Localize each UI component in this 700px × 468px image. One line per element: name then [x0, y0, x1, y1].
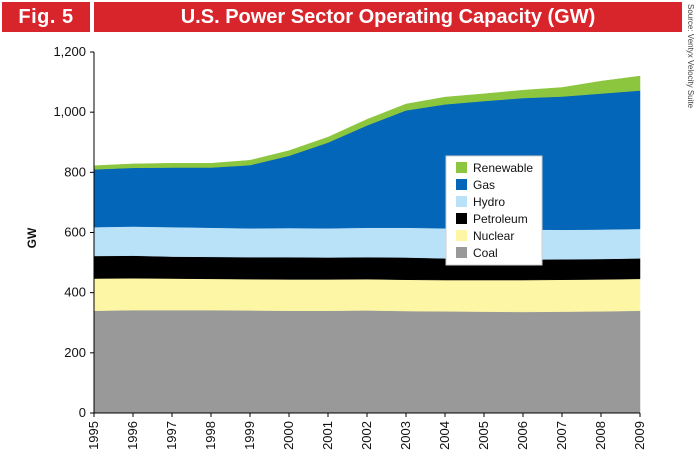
- x-tick-label: 1999: [242, 421, 257, 450]
- x-tick-label: 1996: [125, 421, 140, 450]
- area-coal: [93, 309, 641, 414]
- x-tick-label: 2004: [437, 421, 452, 450]
- x-tick-label: 2007: [554, 421, 569, 450]
- y-tick-label: 800: [64, 164, 86, 179]
- area-nuclear: [93, 277, 641, 313]
- y-tick-label: 200: [64, 345, 86, 360]
- legend-label-petroleum: Petroleum: [473, 212, 528, 226]
- x-tick-label: 2000: [281, 421, 296, 450]
- y-axis-label: GW: [25, 227, 39, 248]
- y-tick-label: 1,200: [53, 44, 86, 59]
- legend-swatch-petroleum: [456, 213, 467, 224]
- y-tick-label: 400: [64, 285, 86, 300]
- x-tick-label: 2008: [593, 421, 608, 450]
- legend-label-renewable: Renewable: [473, 161, 533, 175]
- x-tick-label: 2005: [476, 421, 491, 450]
- y-tick-label: 600: [64, 225, 86, 240]
- legend: Renewable Gas Hydro Petroleum Nuclear Coal: [445, 155, 543, 266]
- legend-label-coal: Coal: [473, 246, 498, 260]
- y-tick-label: 1,000: [53, 104, 86, 119]
- area-renewable: [93, 75, 641, 170]
- x-tick-label: 1998: [203, 421, 218, 450]
- y-ticks: 0 200 400 600 800 1,000 1,200: [53, 44, 94, 420]
- x-ticks: 1995 1996 1997 1998 1999 2000 2001 2002 2003 2004…: [86, 413, 647, 450]
- legend-swatch-coal: [456, 247, 467, 258]
- x-tick-label: 1997: [164, 421, 179, 450]
- chart-title: U.S. Power Sector Operating Capacity (GW…: [94, 2, 682, 32]
- legend-label-nuclear: Nuclear: [473, 229, 514, 243]
- x-tick-label: 2009: [632, 421, 647, 450]
- area-hydro: [93, 226, 641, 260]
- x-tick-label: 2003: [398, 421, 413, 450]
- legend-box: [445, 155, 543, 266]
- x-tick-label: 2001: [320, 421, 335, 450]
- legend-label-gas: Gas: [473, 178, 495, 192]
- y-tick-label: 0: [79, 405, 86, 420]
- legend-swatch-nuclear: [456, 230, 467, 241]
- x-tick-label: 1995: [86, 421, 101, 450]
- legend-label-hydro: Hydro: [473, 195, 505, 209]
- legend-swatch-hydro: [456, 196, 467, 207]
- figure-label: Fig. 5: [2, 2, 90, 32]
- x-tick-label: 2002: [359, 421, 374, 450]
- source-note: Source: Ventyx Velocity Suite: [686, 4, 695, 109]
- legend-swatch-renewable: [456, 162, 467, 173]
- x-tick-label: 2006: [515, 421, 530, 450]
- legend-swatch-gas: [456, 179, 467, 190]
